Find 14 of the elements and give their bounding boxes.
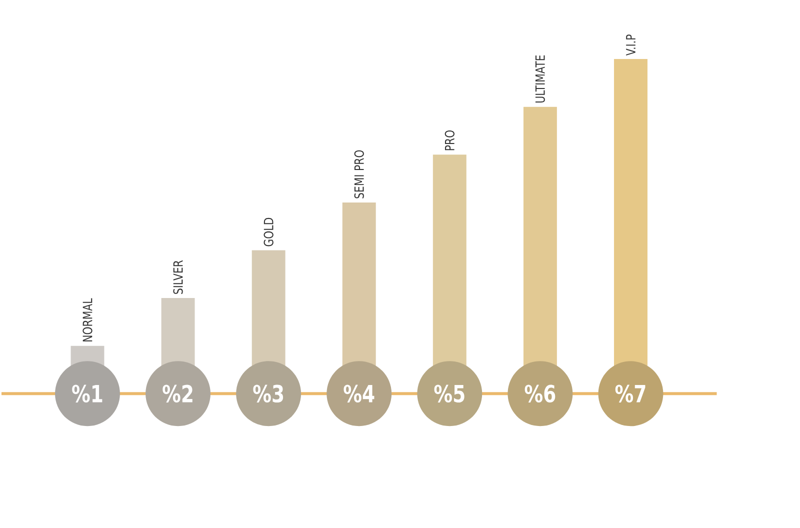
- data-label: %4: [344, 384, 374, 402]
- x-tick-label: ULTIMATE: [535, 55, 545, 102]
- data-label: %1: [72, 384, 102, 402]
- x-tick-label: NORMAL: [82, 298, 92, 342]
- x-tick-label: PRO: [444, 130, 454, 150]
- x-tick-label: SEMI PRO: [354, 150, 364, 198]
- x-tick-label: GOLD: [264, 218, 274, 246]
- x-tick-label: SILVER: [173, 260, 183, 294]
- data-label: %7: [615, 384, 646, 402]
- data-label: %2: [162, 384, 192, 402]
- data-label: %6: [524, 384, 556, 402]
- x-tick-label: V.I.P: [626, 34, 636, 56]
- data-label: %3: [253, 384, 284, 402]
- data-label: %5: [434, 384, 464, 402]
